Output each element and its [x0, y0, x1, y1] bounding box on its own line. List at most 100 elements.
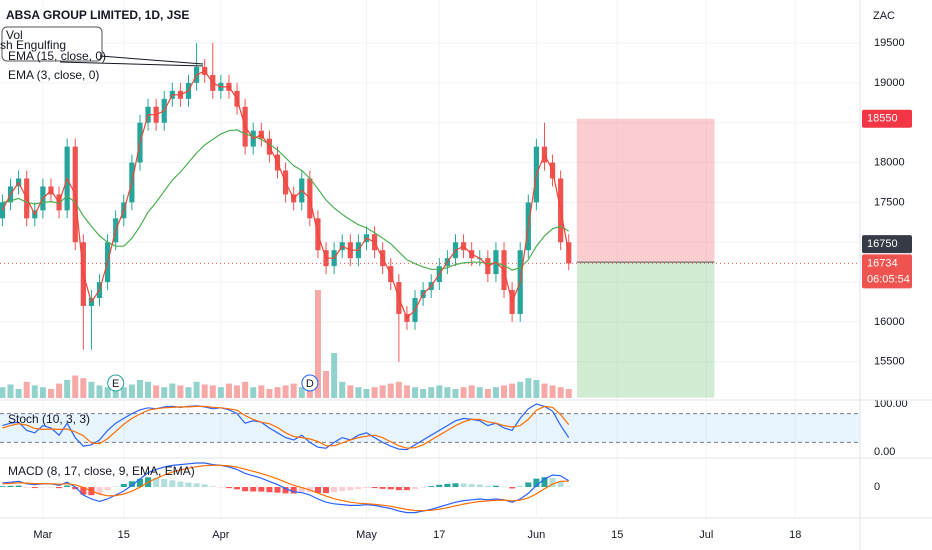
volume-bar: [549, 385, 556, 398]
stoch-legend: Stoch (10, 3, 3): [8, 412, 90, 426]
volume-bar: [541, 383, 548, 398]
volume-bar: [412, 387, 419, 398]
volume-bar: [371, 387, 378, 398]
y-tick-label: 19000: [874, 77, 905, 89]
volume-bar: [347, 385, 354, 398]
volume-bar: [104, 387, 111, 398]
macd-hist-bar: [136, 478, 143, 487]
macd-hist-bar: [64, 485, 71, 487]
macd-hist-bar: [298, 487, 305, 492]
event-label: E: [112, 378, 119, 390]
volume-bar: [64, 380, 71, 398]
macd-hist-bar: [314, 487, 321, 493]
macd-hist-bar: [23, 487, 30, 488]
volume-bar: [509, 383, 516, 398]
legend-entry: EMA (3, close, 0): [8, 68, 99, 82]
macd-hist-bar: [274, 487, 281, 493]
macd-hist-bar: [541, 477, 548, 487]
volume-bar: [47, 389, 54, 398]
macd-hist-bar: [153, 477, 160, 487]
x-tick-label: Jun: [528, 529, 546, 541]
volume-bar: [0, 387, 6, 398]
macd-hist-bar: [565, 486, 572, 488]
volume-bar: [460, 387, 467, 398]
macd-hist-bar: [169, 480, 176, 487]
x-tick-label: Mar: [33, 529, 52, 541]
price-tag: [862, 254, 912, 289]
legend-box: [1, 26, 103, 62]
macd-hist-bar: [476, 484, 483, 487]
macd-hist-bar: [266, 487, 273, 493]
macd-hist-bar: [355, 487, 362, 490]
macd-hist-bar: [47, 487, 54, 488]
volume-bar: [379, 385, 386, 398]
event-marker: [107, 374, 125, 392]
y-tick-label: 0: [874, 481, 880, 493]
volume-bar: [169, 383, 176, 398]
y-tick-label: 17500: [874, 196, 905, 208]
volume-bar: [128, 384, 135, 398]
x-tick-label: 17: [433, 529, 445, 541]
macd-hist-bar: [509, 487, 516, 489]
macd-hist-bar: [56, 487, 63, 489]
macd-hist-bar: [31, 487, 38, 489]
macd-hist-bar: [193, 483, 200, 487]
chart-title: ABSA GROUP LIMITED, 1D, JSE: [6, 8, 189, 22]
volume-bar: [476, 387, 483, 398]
volume-bar: [403, 385, 410, 398]
macd-hist-bar: [403, 487, 410, 491]
x-tick-label: 15: [611, 529, 623, 541]
macd-hist-bar: [363, 487, 370, 488]
macd-hist-bar: [501, 486, 508, 488]
volume-bar: [234, 385, 241, 398]
macd-hist-bar: [7, 485, 14, 487]
macd-line: [2, 462, 570, 514]
macd-hist-bar: [484, 485, 491, 487]
macd-hist-bar: [420, 487, 427, 488]
macd-hist-bar: [39, 487, 46, 488]
volume-bar: [96, 385, 103, 398]
macd-hist-bar: [323, 487, 330, 494]
volume-bar: [120, 387, 127, 398]
price-tag-label: 16750: [867, 238, 898, 250]
legend-entry: EMA (15, close, 0): [8, 49, 106, 63]
event-label: D: [306, 378, 314, 390]
y-tick-label: 18000: [874, 156, 905, 168]
volume-bar: [145, 381, 152, 398]
volume-bar: [217, 387, 224, 398]
macd-hist-bar: [395, 487, 402, 491]
volume-bar: [193, 381, 200, 398]
macd-hist-bar: [177, 481, 184, 487]
macd-hist-bar: [120, 483, 127, 487]
macd-hist-bar: [468, 484, 475, 487]
stoch-band: [0, 413, 860, 443]
volume-bar: [177, 385, 184, 398]
price-tag: [862, 109, 912, 128]
volume-bar: [7, 384, 14, 398]
volume-bar: [298, 387, 305, 398]
volume-bar: [282, 385, 289, 398]
x-tick-label: 18: [789, 529, 801, 541]
macd-hist-bar: [347, 487, 354, 491]
volume-bar: [112, 389, 119, 398]
volume-bar: [72, 375, 79, 398]
volume-bar: [355, 387, 362, 398]
macd-hist-bar: [436, 484, 443, 487]
y-tick-label: 19500: [874, 37, 905, 49]
macd-hist-bar: [112, 486, 119, 487]
macd-hist-bar: [428, 486, 435, 487]
volume-bar: [290, 383, 297, 398]
volume-bar: [492, 387, 499, 398]
macd-hist-bar: [387, 487, 394, 490]
volume-bar: [225, 383, 232, 398]
currency: ZAC: [873, 10, 895, 22]
volume-bar: [363, 389, 370, 398]
macd-hist-bar: [492, 485, 499, 487]
volume-bar: [153, 385, 160, 398]
y-tick-label: 16000: [874, 316, 905, 328]
macd-hist-bar: [217, 487, 224, 488]
volume-bar: [557, 387, 564, 398]
volume-bar: [15, 389, 22, 398]
volume-bar: [452, 389, 459, 398]
